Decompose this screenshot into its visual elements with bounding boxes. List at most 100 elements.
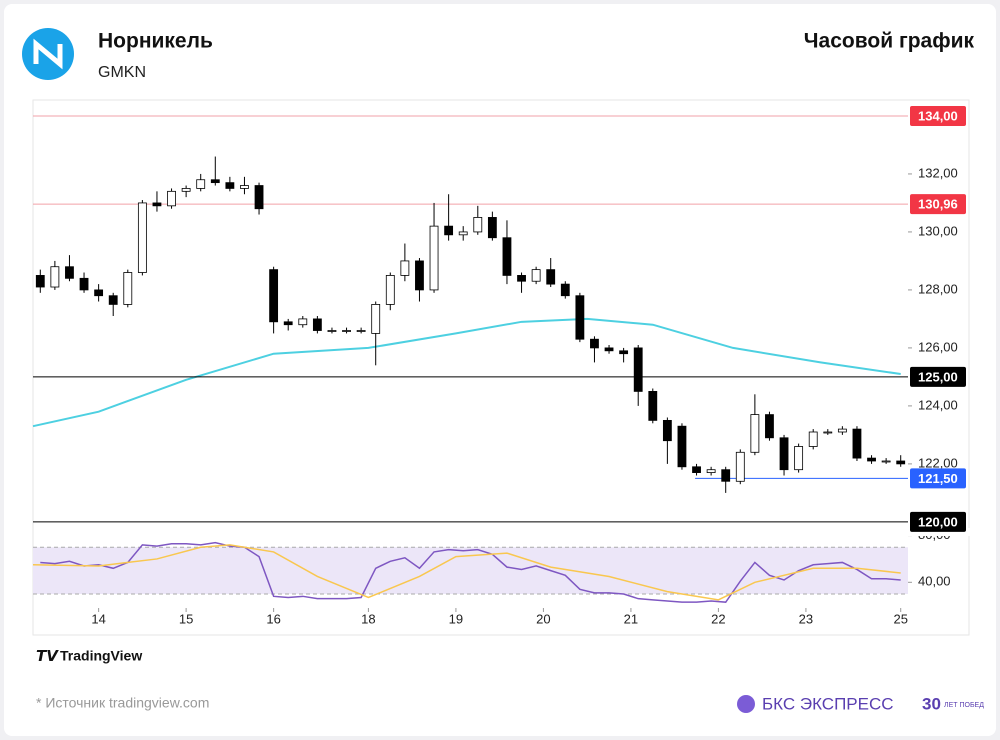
candle-body	[590, 338, 599, 349]
plot: 40,0080,00122,00124,00126,00128,00130,00…	[32, 105, 988, 626]
card	[4, 4, 996, 736]
candle-body	[633, 347, 643, 392]
candle-body	[531, 269, 541, 282]
x-tick-label: 22	[711, 611, 725, 626]
y-tick-label: 126,00	[918, 339, 958, 354]
candle-body	[269, 269, 279, 323]
level-label-box	[910, 468, 966, 489]
candle-body	[137, 202, 147, 273]
candle-body	[823, 431, 833, 434]
y-tick-label: 130,00	[918, 223, 958, 238]
candle-body	[79, 277, 89, 291]
candle-body	[415, 260, 424, 291]
y-tick-label: 124,00	[918, 397, 958, 412]
x-tick-label: 20	[536, 611, 550, 626]
candle-body	[35, 275, 45, 288]
candle-body	[517, 275, 526, 282]
candle-body	[604, 347, 614, 352]
candle-body	[196, 179, 206, 189]
candle-body	[167, 190, 176, 207]
level-label: 121,50	[918, 471, 958, 486]
company: БКС ЭКСПРЕСС	[762, 694, 894, 713]
candle-body	[560, 283, 570, 297]
logo-mark	[33, 38, 63, 70]
candle-body	[371, 304, 381, 334]
candle-body	[473, 217, 483, 233]
candle-body	[487, 217, 497, 239]
level-label: 120,00	[918, 514, 958, 529]
x-tick-label: 19	[449, 611, 463, 626]
candle-body	[896, 460, 906, 465]
candle-body	[123, 272, 133, 305]
x-tick-label: 16	[266, 611, 280, 626]
company-logo	[737, 695, 755, 713]
rsi-tick-label: 40,00	[918, 574, 951, 589]
candle-body	[254, 185, 264, 210]
candle-body	[94, 289, 104, 297]
candle-body	[181, 188, 191, 192]
candle-body	[765, 414, 774, 439]
candle-body	[808, 431, 818, 447]
level-label-box	[910, 511, 966, 532]
candle-body	[152, 202, 162, 207]
candle-body	[210, 179, 220, 184]
moving-average	[32, 317, 901, 428]
y-tick-label: 122,00	[918, 455, 958, 470]
candle-body	[298, 318, 308, 326]
candle-body	[50, 266, 60, 288]
level-label: 134,00	[918, 108, 958, 123]
rsi-line	[32, 544, 901, 601]
x-tick-label: 25	[893, 611, 907, 626]
rsi-top-mask	[908, 528, 988, 536]
y-tick-label: 128,00	[918, 281, 958, 296]
level-label: 125,00	[918, 369, 958, 384]
candle-body	[867, 457, 876, 462]
level-label: 130,96	[918, 197, 958, 212]
candle-body	[750, 414, 760, 453]
candle-body	[721, 469, 731, 482]
chart-frame	[32, 99, 970, 636]
candle-body	[706, 469, 716, 473]
candle-body	[444, 225, 454, 236]
candle-body	[385, 275, 395, 305]
candle-body	[692, 466, 701, 473]
candle-body	[794, 446, 804, 471]
rsi-line	[40, 541, 901, 603]
candle-body	[575, 295, 585, 340]
candle-body	[458, 231, 468, 236]
candle-body	[837, 428, 847, 433]
candle-body	[881, 460, 891, 463]
x-tick-label: 21	[624, 611, 638, 626]
candle-body	[502, 237, 512, 276]
x-tick-label: 14	[91, 611, 105, 626]
candle-body	[735, 451, 745, 482]
candle-body	[852, 428, 862, 459]
anniversary-text: ЛЕТ ПОБЕД	[944, 702, 984, 709]
candle-body	[400, 260, 410, 276]
x-tick-label: 18	[361, 611, 375, 626]
tv-logo: 𝙏𝙑	[36, 648, 59, 665]
candle-body	[779, 437, 789, 471]
title: Норникель	[98, 30, 213, 53]
brand: TradingView	[60, 648, 142, 664]
candle-body	[108, 295, 118, 305]
candle-body	[677, 425, 687, 468]
source: * Источник tradingview.com	[36, 695, 209, 711]
chart-kind: Часовой график	[804, 30, 975, 53]
candle-body	[648, 391, 658, 421]
y-tick-label: 132,00	[918, 165, 958, 180]
x-tick-label: 23	[799, 611, 813, 626]
ticker: GMKN	[98, 64, 146, 81]
candle-body	[546, 269, 556, 285]
level-label-box	[910, 194, 966, 215]
candle-body	[283, 321, 293, 326]
candle-body	[429, 225, 439, 291]
candle-body	[240, 185, 249, 189]
candle-body	[327, 330, 337, 332]
rsi-band	[33, 547, 908, 594]
x-tick-label: 15	[179, 611, 193, 626]
candle-body	[225, 182, 235, 189]
candle-body	[342, 330, 351, 332]
candle-body	[356, 330, 366, 332]
